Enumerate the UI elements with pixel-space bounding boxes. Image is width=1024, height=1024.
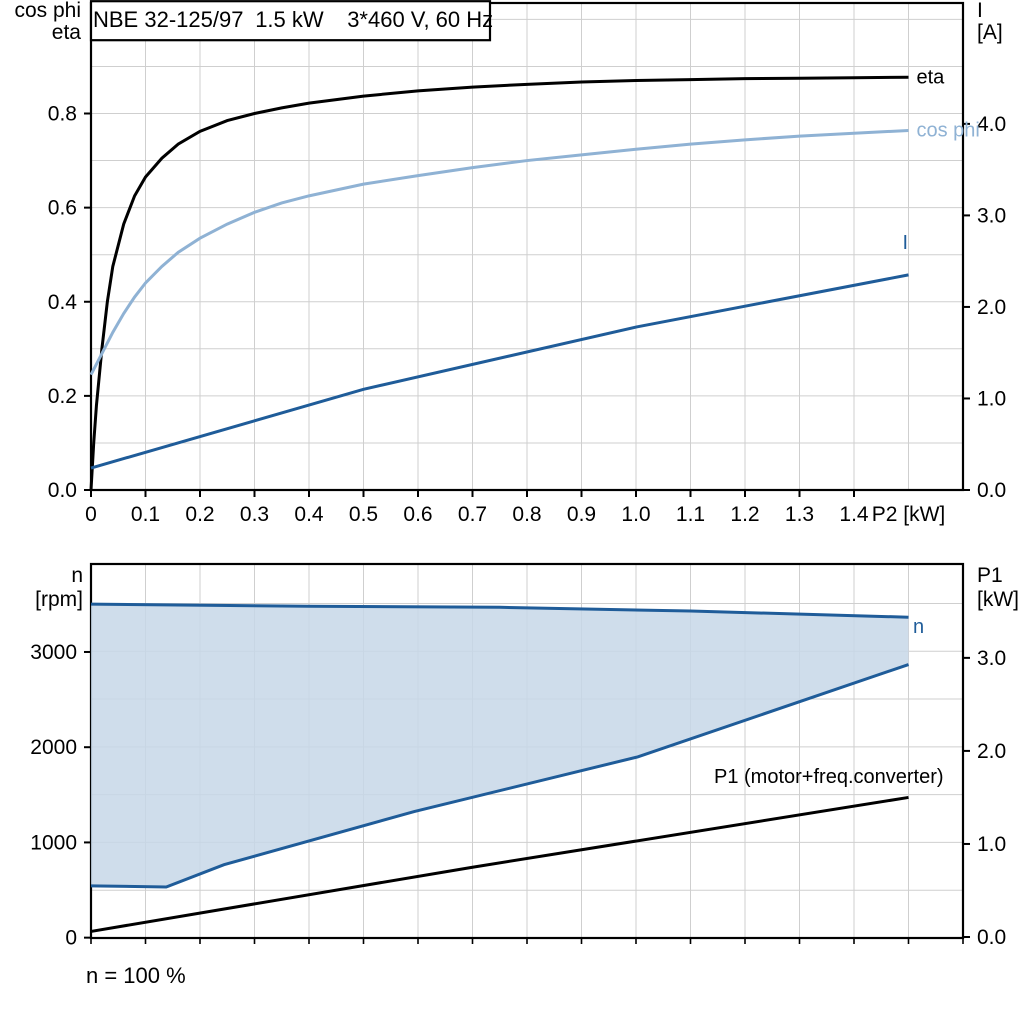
- svg-text:1.3: 1.3: [785, 503, 814, 526]
- svg-text:1000: 1000: [30, 831, 77, 854]
- svg-text:0.0: 0.0: [977, 926, 1006, 949]
- svg-text:n: n: [913, 616, 924, 638]
- svg-text:[kW]: [kW]: [977, 588, 1019, 611]
- svg-text:1.4: 1.4: [839, 503, 869, 526]
- svg-text:P1 (motor+freq.converter): P1 (motor+freq.converter): [714, 766, 944, 788]
- svg-text:4.0: 4.0: [977, 113, 1006, 136]
- svg-text:0.3: 0.3: [240, 503, 269, 526]
- svg-text:0.5: 0.5: [349, 503, 378, 526]
- svg-text:[A]: [A]: [977, 21, 1003, 44]
- svg-text:1.0: 1.0: [621, 503, 650, 526]
- svg-text:3.0: 3.0: [977, 647, 1006, 670]
- svg-text:2.0: 2.0: [977, 740, 1006, 763]
- svg-text:2.0: 2.0: [977, 296, 1006, 319]
- svg-text:1.1: 1.1: [676, 503, 705, 526]
- svg-text:eta: eta: [52, 21, 82, 44]
- svg-text:0.0: 0.0: [48, 479, 77, 502]
- svg-text:1.0: 1.0: [977, 833, 1006, 856]
- svg-text:0.2: 0.2: [48, 385, 77, 408]
- svg-text:eta: eta: [917, 66, 946, 88]
- svg-text:0.7: 0.7: [458, 503, 487, 526]
- svg-text:0.1: 0.1: [131, 503, 160, 526]
- svg-text:I: I: [903, 232, 909, 254]
- svg-text:0.6: 0.6: [403, 503, 432, 526]
- svg-text:0.8: 0.8: [48, 103, 77, 126]
- svg-text:n = 100 %: n = 100 %: [86, 963, 186, 988]
- svg-text:I: I: [977, 0, 983, 22]
- svg-text:0.9: 0.9: [567, 503, 596, 526]
- svg-text:0.6: 0.6: [48, 197, 77, 220]
- svg-text:0.4: 0.4: [48, 291, 78, 314]
- svg-text:n: n: [71, 564, 83, 587]
- svg-text:2000: 2000: [30, 736, 77, 759]
- svg-text:NBE 32-125/971.5 kW3*460 V, 60: NBE 32-125/97 1.5 kW 3*460 V, 60 Hz: [93, 7, 493, 32]
- svg-text:1.2: 1.2: [730, 503, 759, 526]
- svg-text:P1: P1: [977, 564, 1003, 587]
- svg-text:3000: 3000: [30, 641, 77, 664]
- svg-text:0.0: 0.0: [977, 479, 1006, 502]
- svg-text:0.4: 0.4: [294, 503, 324, 526]
- svg-text:cos phi: cos phi: [917, 119, 980, 141]
- svg-text:0: 0: [85, 503, 97, 526]
- svg-text:cos phi: cos phi: [14, 0, 81, 22]
- svg-text:0.8: 0.8: [512, 503, 541, 526]
- svg-text:[rpm]: [rpm]: [35, 588, 83, 611]
- svg-text:P2 [kW]: P2 [kW]: [872, 503, 946, 526]
- svg-text:1.0: 1.0: [977, 387, 1006, 410]
- svg-text:0: 0: [65, 927, 77, 950]
- svg-text:3.0: 3.0: [977, 204, 1006, 227]
- svg-text:0.2: 0.2: [185, 503, 214, 526]
